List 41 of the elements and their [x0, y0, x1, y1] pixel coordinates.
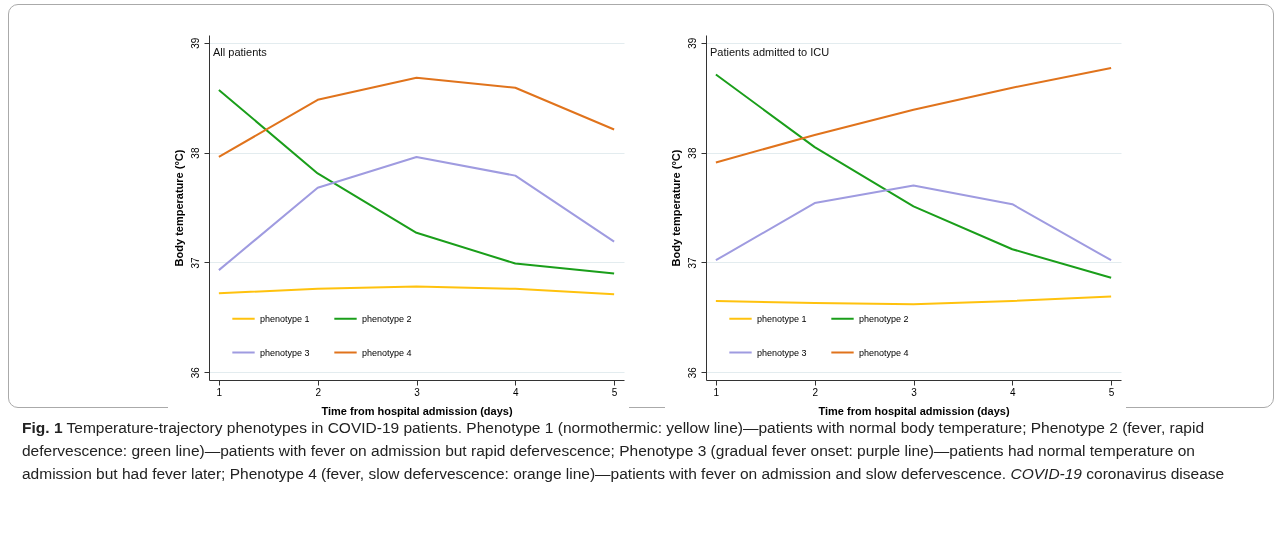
legend-label: phenotype 1 — [260, 313, 310, 324]
legend-label: phenotype 4 — [362, 347, 412, 358]
y-tick-label: 36 — [686, 366, 698, 379]
y-tick-label: 38 — [686, 147, 698, 159]
line-series — [714, 295, 1113, 306]
y-axis-title: Body temperature (°C) — [172, 149, 185, 267]
line-series — [714, 66, 1113, 164]
x-tick-label: 5 — [1108, 386, 1115, 398]
x-tick-label: 2 — [315, 386, 322, 398]
line-series — [714, 184, 1113, 262]
legend-label: phenotype 1 — [757, 313, 807, 324]
text: Patients admitted to ICU — [710, 46, 830, 58]
x-tick-label: 4 — [1010, 386, 1017, 398]
legend-label: phenotype 4 — [859, 347, 909, 358]
line-series — [217, 155, 616, 272]
y-tick-label: 38 — [189, 147, 201, 159]
text: All patients — [213, 46, 268, 58]
line-series — [714, 73, 1113, 279]
x-tick-label: 1 — [713, 386, 720, 398]
legend-label: phenotype 3 — [260, 347, 310, 358]
x-axis-title: Time from hospital admission (days) — [818, 404, 1010, 417]
x-tick-label: 3 — [414, 386, 421, 398]
x-tick-label: 1 — [216, 386, 223, 398]
line-series — [217, 88, 616, 275]
legend-label: phenotype 3 — [757, 347, 807, 358]
line-series — [217, 285, 616, 296]
y-tick-label: 39 — [686, 37, 698, 49]
x-tick-label: 4 — [513, 386, 520, 398]
x-tick-label: 5 — [611, 386, 618, 398]
line-series — [217, 76, 616, 158]
y-tick-label: 37 — [189, 256, 201, 269]
legend-label: phenotype 2 — [362, 313, 412, 324]
x-tick-label: 3 — [911, 386, 918, 398]
y-tick-label: 39 — [189, 37, 201, 49]
y-tick-label: 36 — [189, 366, 201, 379]
legend-label: phenotype 2 — [859, 313, 909, 324]
text: Fig. 1 Temperature-trajectory phenotypes in COVID-19 patients. Phenotype 1 (normothermic: yellow line)—patients with normal body temperature; Phenotype 2 (fever, rapid defervescence: green line)—patients with fever on admission but rapid defervescence; Phenotype 3 (gradual fever onset: purple line)—patients had normal temperature on admission but had fever later; Phenotype 4 (fever, slow defervescence: orange line)—patients with fever on admission and slow defervescence. COVID-19 coronavirus disease — [22, 419, 1225, 482]
x-tick-label: 2 — [812, 386, 819, 398]
y-axis-title: Body temperature (°C) — [669, 149, 682, 267]
y-tick-label: 37 — [686, 256, 698, 269]
x-axis-title: Time from hospital admission (days) — [321, 404, 513, 417]
